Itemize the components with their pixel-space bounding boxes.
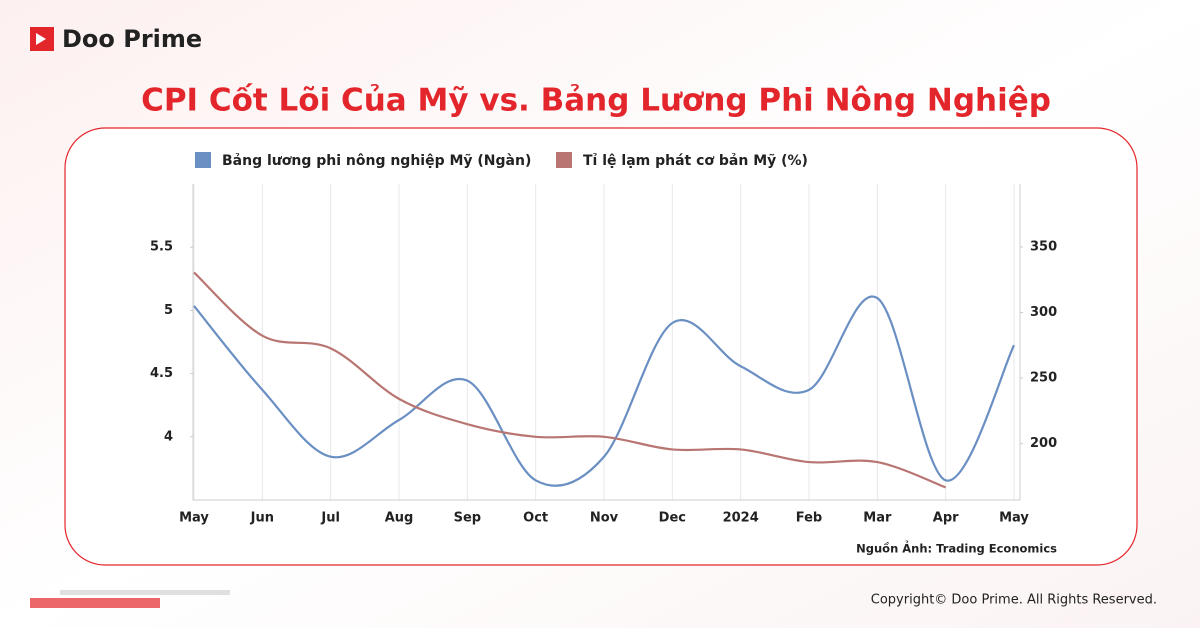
y-tick-label: 5.5	[150, 240, 173, 255]
x-tick-label: Nov	[590, 511, 619, 526]
series-line	[193, 295, 1015, 487]
logo	[30, 27, 54, 51]
decor-stripes	[30, 590, 230, 608]
brand: Doo Prime	[62, 25, 202, 53]
x-tick-label: Feb	[796, 511, 822, 526]
x-tick-label: Dec	[659, 511, 686, 526]
y2-tick-label: 350	[1030, 239, 1057, 254]
copyright: Copyright© Doo Prime. All Rights Reserve…	[871, 593, 1157, 608]
x-tick-label: Jun	[250, 511, 274, 526]
series-line	[193, 271, 947, 489]
chart-title: CPI Cốt Lõi Của Mỹ vs. Bảng Lương Phi Nô…	[141, 83, 1051, 119]
legend-swatch	[195, 152, 211, 168]
chart-frame	[64, 127, 1138, 566]
x-tick-label: Aug	[385, 511, 414, 526]
y2-tick-label: 300	[1030, 305, 1057, 320]
x-tick-label: Jul	[320, 511, 340, 526]
y-tick-label: 4.5	[150, 366, 173, 381]
x-tick-label: May	[999, 511, 1029, 526]
x-tick-label: Apr	[933, 511, 959, 526]
x-tick-label: Sep	[454, 511, 482, 526]
y-tick-label: 4	[164, 429, 173, 444]
y-tick-label: 5	[164, 303, 173, 318]
x-tick-label: 2024	[723, 511, 759, 526]
x-tick-label: Mar	[863, 511, 892, 526]
legend-label: Tỉ lệ lạm phát cơ bản Mỹ (%)	[583, 153, 808, 169]
x-tick-label: Oct	[523, 511, 548, 526]
source: Nguồn Ảnh: Trading Economics	[856, 540, 1057, 556]
legend-label: Bảng lương phi nông nghiệp Mỹ (Ngàn)	[222, 153, 531, 169]
x-tick-label: May	[179, 511, 209, 526]
legend-swatch	[556, 152, 572, 168]
y2-tick-label: 250	[1030, 371, 1057, 386]
y2-tick-label: 200	[1030, 436, 1057, 451]
